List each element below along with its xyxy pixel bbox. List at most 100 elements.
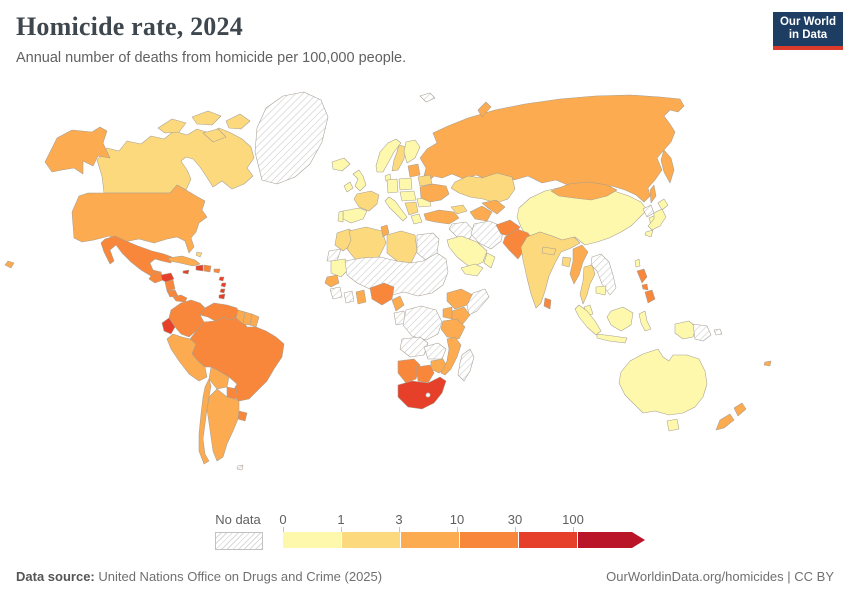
country-vietnam-laos[interactable] [590, 253, 617, 296]
country-india[interactable] [520, 231, 581, 309]
country-canada-island-2[interactable] [191, 110, 222, 126]
country-greenland[interactable] [254, 91, 329, 185]
country-nigeria[interactable] [369, 282, 395, 306]
country-brazil[interactable] [189, 314, 285, 402]
country-kazakhstan[interactable] [450, 172, 516, 204]
country-central-europe[interactable] [399, 190, 417, 202]
country-lesser-antilles-3[interactable] [219, 288, 226, 294]
country-balkans[interactable] [404, 201, 419, 216]
country-ukraine[interactable] [419, 183, 450, 203]
country-japan-hokkaido[interactable] [657, 198, 669, 211]
country-mexico[interactable] [100, 235, 173, 279]
country-peru[interactable] [166, 333, 208, 382]
country-venezuela[interactable] [199, 302, 240, 322]
country-belarus[interactable] [417, 174, 433, 187]
country-turkmenistan[interactable] [469, 205, 493, 222]
country-taiwan[interactable] [634, 258, 641, 268]
country-new-zealand-south[interactable] [715, 413, 735, 431]
country-sumatra[interactable] [574, 304, 602, 336]
country-zambia[interactable] [423, 342, 447, 360]
country-iceland[interactable] [331, 157, 351, 172]
country-baltics[interactable] [407, 163, 421, 178]
country-portugal[interactable] [337, 210, 344, 223]
country-svalbard[interactable] [419, 92, 436, 103]
country-philippines-luzon[interactable] [636, 268, 648, 284]
country-borneo[interactable] [606, 306, 634, 332]
country-tasmania[interactable] [666, 418, 680, 432]
legend-bin-30-100[interactable] [518, 532, 577, 548]
country-madagascar[interactable] [457, 348, 475, 382]
country-caucasus[interactable] [450, 204, 468, 215]
country-japan-kyushu[interactable] [644, 229, 654, 238]
country-tanzania[interactable] [440, 318, 466, 340]
country-france[interactable] [353, 190, 380, 212]
country-sahel-sudan[interactable] [344, 252, 449, 297]
country-puerto-rico[interactable] [213, 268, 221, 274]
country-thailand[interactable] [579, 264, 596, 305]
legend-bin-0-1[interactable] [283, 532, 341, 548]
country-canada-island-4[interactable] [202, 128, 227, 143]
country-dr-congo[interactable] [402, 305, 443, 341]
country-sakhalin[interactable] [649, 184, 657, 204]
country-alaska[interactable] [44, 126, 111, 175]
country-tunisia[interactable] [380, 224, 390, 238]
country-mongolia[interactable] [550, 181, 618, 201]
country-new-zealand-north[interactable] [733, 402, 747, 417]
country-hawaii[interactable] [4, 260, 15, 269]
country-norway[interactable] [375, 138, 402, 173]
legend-bin-100plus[interactable] [577, 532, 632, 548]
country-dominican-republic[interactable] [203, 264, 212, 273]
country-lesser-antilles-2[interactable] [220, 282, 227, 288]
country-west-new-guinea[interactable] [674, 320, 697, 340]
country-usa[interactable] [71, 184, 208, 254]
country-mauritania[interactable] [330, 258, 350, 278]
country-argentina[interactable] [206, 388, 240, 462]
legend-bin-3-10[interactable] [400, 532, 459, 548]
country-kamchatka[interactable] [660, 149, 675, 184]
country-canada[interactable] [96, 127, 255, 194]
country-haiti[interactable] [195, 264, 204, 272]
country-namibia[interactable] [397, 358, 421, 384]
country-falklands[interactable] [236, 464, 244, 471]
country-trinidad[interactable] [218, 293, 226, 300]
country-french-guiana[interactable] [249, 313, 260, 328]
footer-link[interactable]: OurWorldinData.org/homicides | CC BY [606, 569, 834, 584]
legend-bin-10-30[interactable] [459, 532, 518, 548]
country-papua-new-guinea[interactable] [692, 323, 712, 342]
country-angola[interactable] [399, 336, 429, 358]
country-novaya-zemlya[interactable] [477, 101, 492, 118]
country-mozambique[interactable] [440, 336, 462, 376]
country-ghana[interactable] [355, 289, 367, 305]
country-botswana[interactable] [415, 364, 435, 384]
country-germany[interactable] [386, 178, 399, 194]
country-spain[interactable] [342, 207, 368, 224]
country-myanmar[interactable] [569, 244, 589, 285]
country-canada-island-3[interactable] [225, 113, 251, 130]
country-bahamas[interactable] [195, 251, 203, 258]
country-nepal[interactable] [541, 246, 557, 256]
country-japan-honshu[interactable] [647, 208, 667, 231]
country-bangladesh[interactable] [561, 256, 572, 268]
country-chile[interactable] [198, 378, 212, 465]
country-australia[interactable] [618, 348, 708, 416]
country-sulawesi[interactable] [638, 310, 652, 332]
country-south-africa[interactable] [397, 376, 447, 410]
legend-bin-1-3[interactable] [341, 532, 400, 548]
country-ireland[interactable] [343, 181, 354, 193]
country-finland[interactable] [403, 139, 421, 164]
country-senegal[interactable] [324, 274, 340, 288]
country-lesser-antilles-1[interactable] [218, 276, 225, 282]
country-philippines-mindanao[interactable] [644, 289, 656, 304]
country-solomon-islands[interactable] [713, 328, 723, 336]
country-oman[interactable] [483, 252, 496, 269]
country-lesotho[interactable] [425, 392, 431, 398]
country-iran[interactable] [470, 220, 505, 250]
no-data-swatch[interactable] [215, 532, 263, 550]
country-fiji[interactable] [763, 360, 772, 367]
country-somalia[interactable] [466, 288, 490, 316]
country-italy[interactable] [384, 196, 408, 222]
country-ecuador[interactable] [161, 317, 176, 335]
country-guinea[interactable] [329, 286, 343, 300]
country-poland[interactable] [398, 177, 413, 191]
country-uk[interactable] [352, 169, 367, 192]
